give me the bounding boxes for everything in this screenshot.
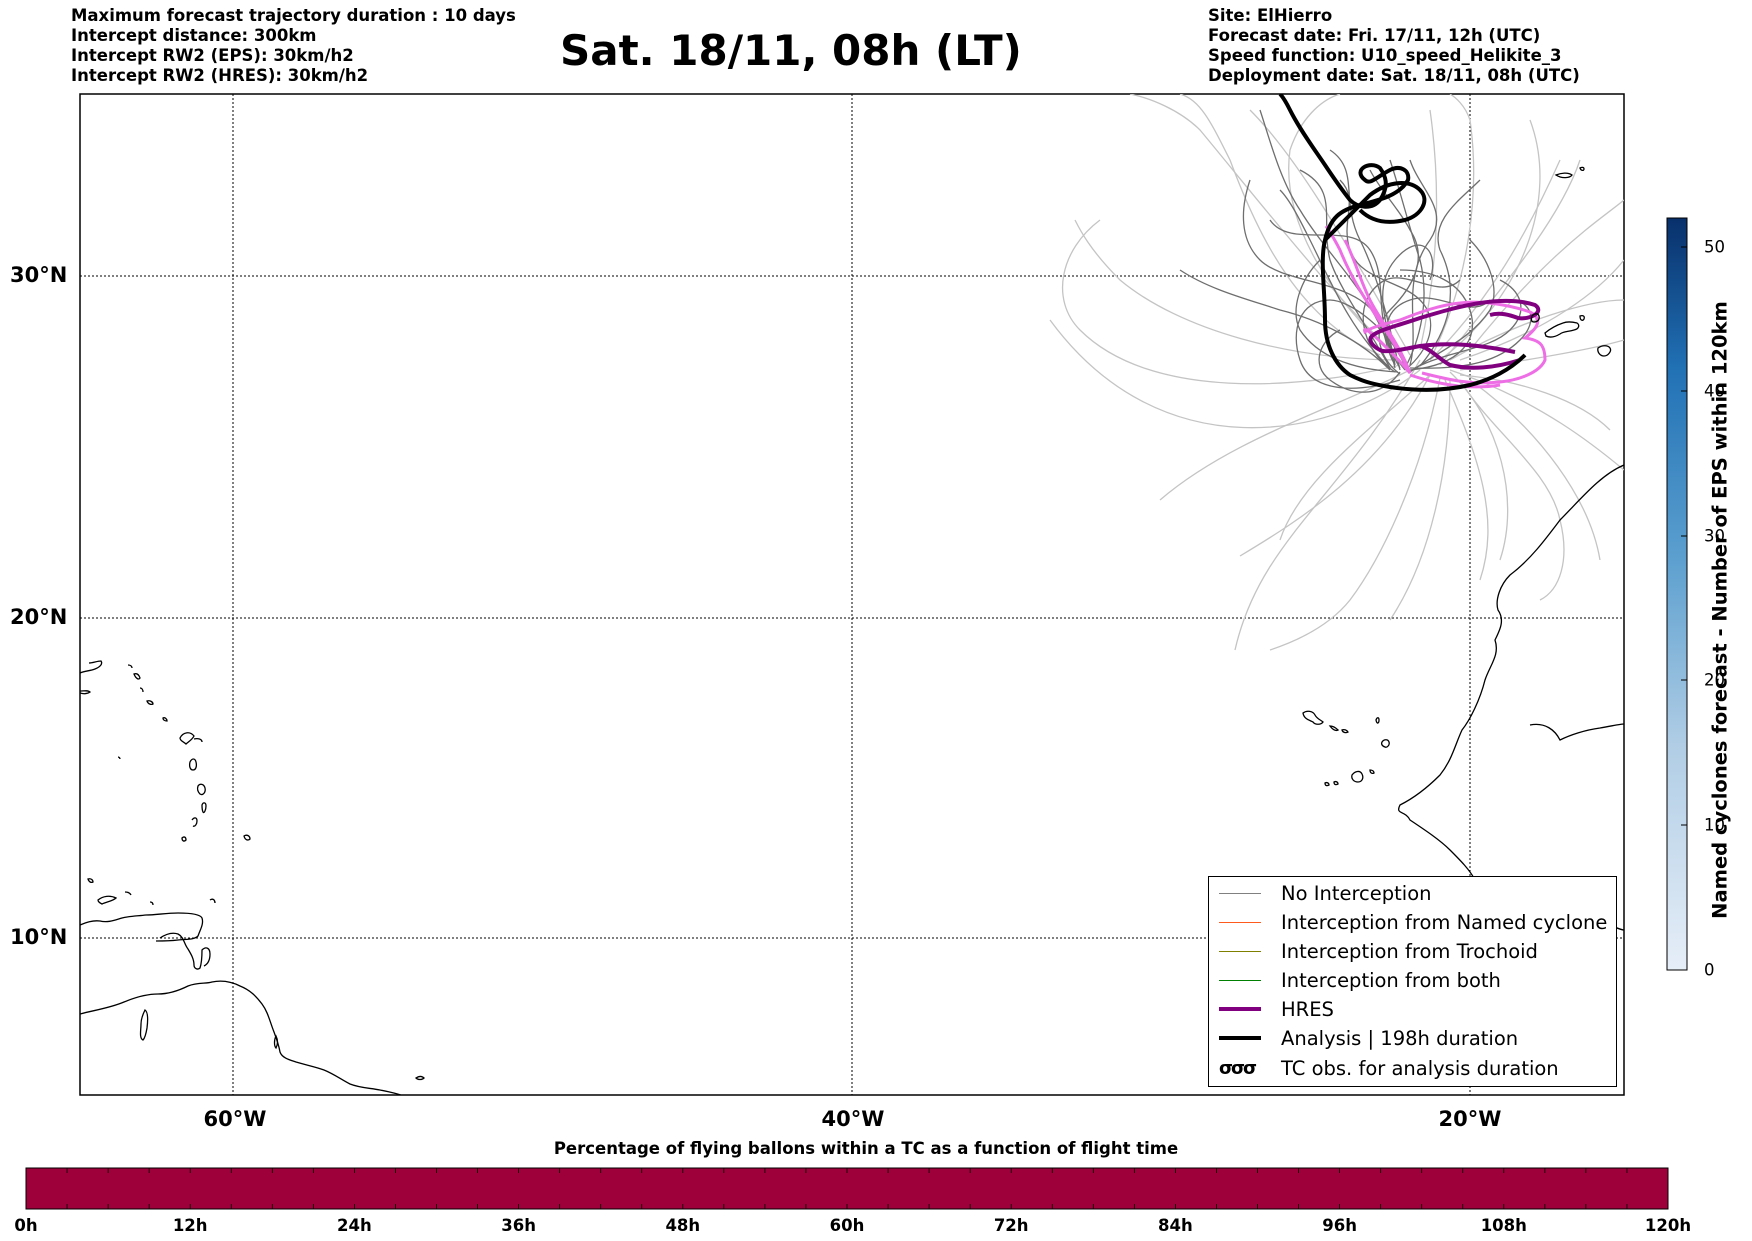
hbar-tick-72h: 72h (993, 1216, 1029, 1235)
graticule (80, 94, 1624, 1095)
lat-label-30n: 30°N (10, 263, 68, 287)
lon-label-60w: 60°W (203, 1107, 267, 1131)
analysis-trajectory (1278, 94, 1527, 392)
tc-symbol-icon: σσσ (1219, 1057, 1257, 1079)
hbar-tick-24h: 24h (337, 1216, 372, 1235)
hbar-tick-36h: 36h (501, 1216, 536, 1235)
hbar-tick-0h: 0h (14, 1216, 38, 1235)
hbar-tick-60h: 60h (829, 1216, 865, 1235)
legend-item-no-interception: No Interception (1219, 880, 1432, 906)
header-right-line-1: Site: ElHierro (1208, 6, 1333, 25)
hres-light-trajectory (1343, 239, 1547, 385)
hbar-tick-48h: 48h (665, 1216, 701, 1235)
colorbar-vertical-ticks (1681, 246, 1687, 971)
hbar-tick-12h: 12h (172, 1216, 208, 1235)
coastlines (80, 166, 1624, 1095)
colorbar-tick-40: 40 (1704, 381, 1725, 401)
colorbar-tick-50: 50 (1704, 237, 1725, 257)
colorbar-tick-10: 10 (1704, 815, 1725, 835)
colorbar-tick-20: 20 (1704, 670, 1725, 690)
header-right-line-2: Forecast date: Fri. 17/11, 12h (UTC) (1208, 26, 1541, 45)
header-right-line-3: Speed function: U10_speed_Helikite_3 (1208, 46, 1562, 65)
map-legend: No Interception Interception from Named … (1208, 876, 1617, 1087)
legend-item-tc-obs: σσσ TC obs. for analysis duration (1219, 1056, 1559, 1080)
eps-trajectories-dark (1179, 109, 1532, 393)
page-title: Sat. 18/11, 08h (LT) (560, 26, 1022, 75)
colorbar-horizontal-title: Percentage of flying ballons within a TC… (553, 1139, 1179, 1158)
header-left-line-1: Maximum forecast trajectory duration : 1… (71, 6, 516, 25)
lon-label-20w: 20°W (1438, 1107, 1502, 1131)
header-right-line-4: Deployment date: Sat. 18/11, 08h (UTC) (1208, 66, 1580, 85)
legend-item-analysis: Analysis | 198h duration (1219, 1025, 1518, 1051)
legend-item-hres: HRES (1219, 996, 1334, 1022)
lat-label-10n: 10°N (10, 925, 68, 949)
analysis-loop (1323, 181, 1427, 242)
colorbar-horizontal-ticks (66, 1168, 1628, 1209)
legend-item-both: Interception from both (1219, 967, 1501, 993)
hbar-tick-96h: 96h (1322, 1216, 1357, 1235)
hbar-tick-120h: 120h (1644, 1216, 1692, 1235)
hbar-tick-108h: 108h (1480, 1216, 1527, 1235)
header-left-line-4: Intercept RW2 (HRES): 30km/h2 (71, 66, 369, 85)
legend-item-trochoid: Interception from Trochoid (1219, 938, 1538, 964)
header-left-line-2: Intercept distance: 300km (71, 26, 317, 45)
hres-trajectory-tail (1419, 344, 1521, 370)
legend-item-named-cyclone: Interception from Named cyclone (1219, 909, 1607, 935)
colorbar-vertical (1666, 217, 1688, 971)
lon-label-40w: 40°W (821, 1107, 885, 1131)
hres-trajectory (1368, 298, 1541, 354)
colorbar-tick-0: 0 (1704, 960, 1715, 980)
header-left-line-3: Intercept RW2 (EPS): 30km/h2 (71, 46, 354, 65)
colorbar-tick-30: 30 (1704, 526, 1725, 546)
lat-label-20n: 20°N (10, 605, 68, 629)
hbar-tick-84h: 84h (1158, 1216, 1193, 1235)
colorbar-horizontal (25, 1167, 1669, 1210)
